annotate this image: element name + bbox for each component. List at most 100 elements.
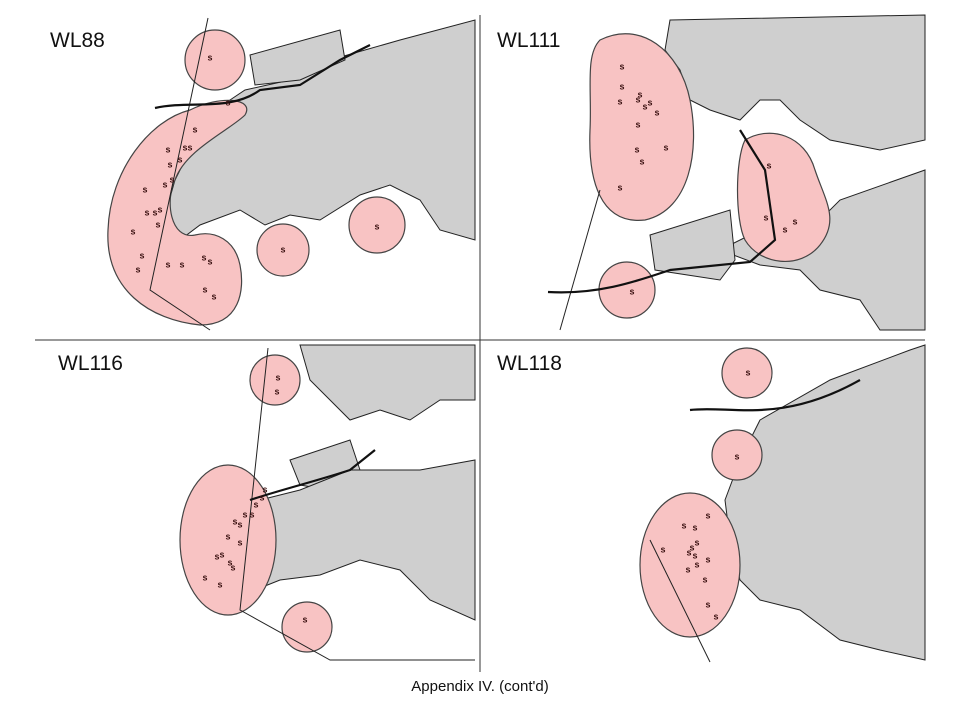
sighting-marker: s [249,509,254,519]
map-panel: WL116 [58,344,476,661]
road [249,449,376,502]
boundary-line [559,189,601,331]
sighting-marker: s [705,599,710,609]
sighting-marker: s [280,244,285,254]
survey-zone [348,196,406,254]
sighting-marker: s [619,81,624,91]
sighting-marker: s [253,499,258,509]
road [689,379,861,412]
survey-zone [589,33,695,221]
sighting-marker: s [654,107,659,117]
sighting-marker: s [237,519,242,529]
sighting-marker: s [629,286,634,296]
map-panel: WL111 [497,14,926,331]
survey-zone [736,132,831,263]
land [649,209,736,281]
map-panel: WL88 [50,17,476,331]
sighting-marker: s [617,96,622,106]
road [154,44,371,110]
sighting-marker: s [162,179,167,189]
sighting-marker: s [705,510,710,520]
sighting-marker: s [179,259,184,269]
sighting-marker: s [157,204,162,214]
sighting-marker: s [274,386,279,396]
boundary-line [149,17,211,331]
land [299,344,476,421]
sighting-marker: s [702,574,707,584]
sighting-marker: s [694,537,699,547]
survey-zone [639,492,741,638]
survey-zone [721,347,773,399]
caption: Appendix IV. (cont'd) [411,678,548,695]
map-panel: WL118 [497,344,926,663]
sighting-marker: s [139,250,144,260]
land [724,344,926,661]
sighting-marker: s [635,94,640,104]
sighting-marker: s [225,531,230,541]
sighting-marker: s [647,97,652,107]
sighting-marker: s [144,207,149,217]
sighting-marker: s [374,221,379,231]
sighting-marker: s [135,264,140,274]
sighting-marker: s [262,484,267,494]
sighting-marker: s [130,226,135,236]
survey-zone [107,99,248,326]
boundary-line [239,347,475,661]
sighting-marker: s [227,557,232,567]
sighting-marker: s [619,61,624,71]
road [547,129,777,294]
sighting-marker: s [259,492,264,502]
sighting-marker: s [167,159,172,169]
survey-zone [249,354,301,406]
sighting-marker: s [202,284,207,294]
sighting-marker: s [639,156,644,166]
sighting-marker: s [155,219,160,229]
sighting-marker: s [230,562,235,572]
sighting-marker: s [705,554,710,564]
sighting-marker: s [692,522,697,532]
sighting-marker: s [202,572,207,582]
survey-zone [598,261,656,319]
survey-zone [711,429,763,481]
sighting-marker: s [201,252,206,262]
sighting-marker: s [237,537,242,547]
sighting-marker: s [211,291,216,301]
survey-zone [281,601,333,653]
sighting-marker: s [782,224,787,234]
survey-zone [184,29,246,91]
sighting-marker: s [617,182,622,192]
sighting-marker: s [681,520,686,530]
sighting-marker: s [232,516,237,526]
sighting-marker: s [207,256,212,266]
sighting-marker: s [745,367,750,377]
sighting-marker: s [694,559,699,569]
sighting-marker: s [637,89,642,99]
sighting-marker: s [686,547,691,557]
sighting-marker: s [225,97,230,107]
sighting-marker: s [192,124,197,134]
sighting-marker: s [713,611,718,621]
boundary-line [649,539,711,663]
sighting-marker: s [187,142,192,152]
panel-label: WL111 [497,29,560,52]
sighting-marker: s [766,160,771,170]
survey-zone [256,223,310,277]
sighting-marker: s [207,52,212,62]
sighting-marker: s [663,142,668,152]
sighting-marker: s [302,614,307,624]
sighting-marker: s [792,216,797,226]
sighting-marker: s [642,101,647,111]
sighting-marker: s [660,544,665,554]
sighting-marker: s [689,542,694,552]
sighting-marker: s [242,509,247,519]
sighting-marker: s [692,550,697,560]
sighting-marker: s [152,207,157,217]
sighting-marker: s [275,372,280,382]
sighting-marker: s [219,549,224,559]
sighting-marker: s [734,451,739,461]
sighting-marker: s [169,174,174,184]
sighting-marker: s [182,142,187,152]
sighting-marker: s [177,154,182,164]
